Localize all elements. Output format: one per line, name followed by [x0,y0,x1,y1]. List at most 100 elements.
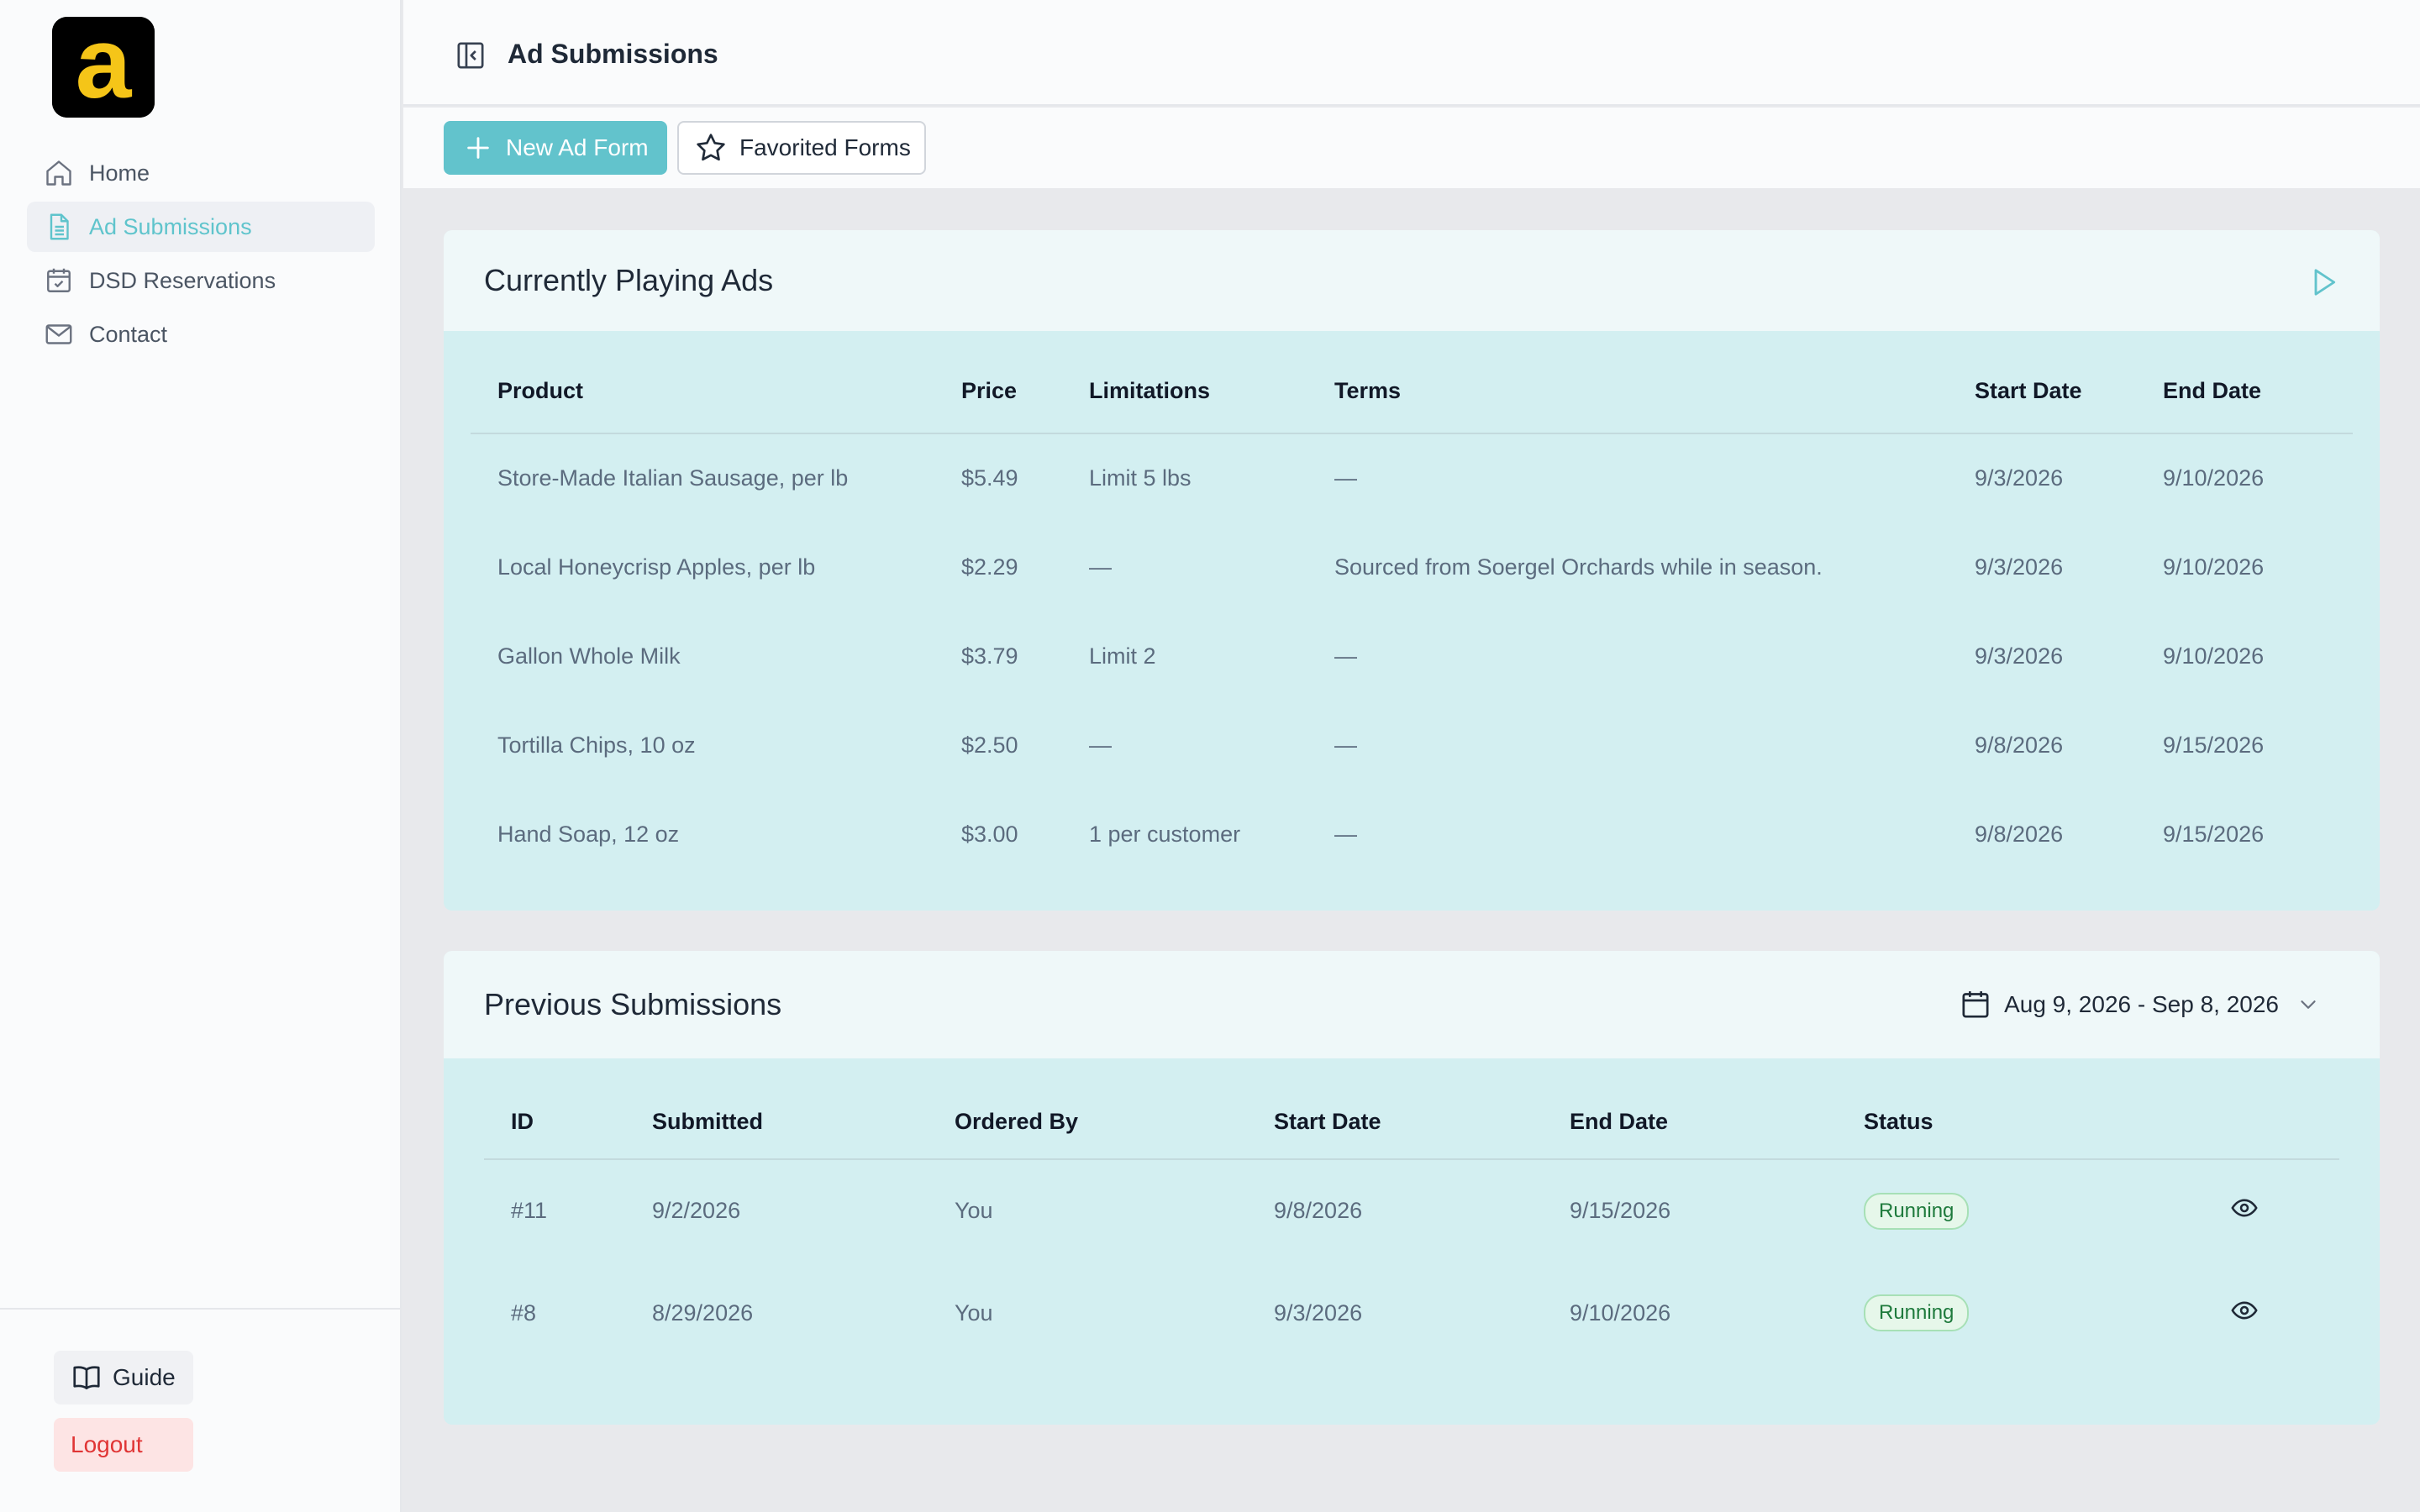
column-header-actions [2163,1085,2339,1160]
limitations-cell: Limit 5 lbs [1089,465,1192,491]
table-row[interactable]: #8 8/29/2026 You 9/3/2026 9/10/2026 Runn… [484,1262,2339,1364]
ordered-by-cell: You [955,1198,993,1223]
sidebar-item-ad-submissions[interactable]: Ad Submissions [27,202,375,252]
table-row[interactable]: #11 9/2/2026 You 9/8/2026 9/15/2026 Runn… [484,1159,2339,1262]
price-cell: $2.50 [961,732,1018,758]
previous-submissions-title: Previous Submissions [484,987,782,1021]
column-header-end-date[interactable]: End Date [1570,1085,1864,1160]
guide-label: Guide [113,1364,176,1390]
star-icon [694,131,728,165]
terms-cell: — [1334,465,1357,491]
date-range-picker[interactable]: Aug 9, 2026 - Sep 8, 2026 [1959,986,2321,1023]
currently-playing-title: Currently Playing Ads [484,263,774,297]
start-date-cell: 9/3/2026 [1975,554,2064,580]
product-cell: Local Honeycrisp Apples, per lb [497,554,816,580]
end-date-cell: 9/10/2026 [2163,643,2265,669]
logout-button[interactable]: Logout [54,1418,193,1472]
product-cell: Hand Soap, 12 oz [497,821,680,847]
end-date-cell: 9/15/2026 [1570,1198,1671,1223]
column-header-price[interactable]: Price [961,349,1089,434]
start-date-cell: 9/3/2026 [1975,465,2064,491]
column-header-terms[interactable]: Terms [1334,349,1975,434]
mail-icon [44,319,74,349]
status-badge: Running [1864,1192,1970,1230]
home-icon [44,158,74,188]
plus-icon [464,134,492,162]
status-badge: Running [1864,1294,1970,1331]
sidebar-item-contact[interactable]: Contact [27,309,375,360]
table-row[interactable]: Gallon Whole Milk $3.79 Limit 2 — 9/3/20… [471,612,2353,701]
start-date-cell: 9/3/2026 [1975,643,2064,669]
id-cell: #8 [511,1299,537,1326]
ordered-by-cell: You [955,1299,993,1326]
sidebar-nav: Home Ad Submissions DSD Reservations Con… [27,148,375,363]
calendar-check-icon [44,265,74,296]
sidebar-item-home[interactable]: Home [27,148,375,198]
brand-logo[interactable]: a [52,17,155,118]
limitations-cell: — [1089,732,1112,758]
sidebar-item-dsd-reservations[interactable]: DSD Reservations [27,255,375,306]
play-icon[interactable] [2307,265,2341,299]
sidebar-collapse-icon[interactable] [454,39,487,72]
limitations-cell: — [1089,554,1112,580]
start-date-cell: 9/8/2026 [1274,1198,1363,1223]
column-header-status[interactable]: Status [1864,1085,2163,1160]
column-header-submitted[interactable]: Submitted [652,1085,955,1160]
column-header-limitations[interactable]: Limitations [1089,349,1334,434]
table-row[interactable]: Local Honeycrisp Apples, per lb $2.29 — … [471,522,2353,612]
actions-cell [2163,1159,2339,1262]
column-header-product[interactable]: Product [471,349,961,434]
new-ad-form-button[interactable]: New Ad Form [444,121,667,175]
limitations-cell: 1 per customer [1089,821,1241,847]
favorited-forms-button[interactable]: Favorited Forms [677,121,926,175]
column-header-ordered-by[interactable]: Ordered By [955,1085,1274,1160]
end-date-cell: 9/10/2026 [2163,554,2265,580]
product-cell: Gallon Whole Milk [497,643,681,669]
start-date-cell: 9/8/2026 [1975,732,2064,758]
previous-submissions-table: ID Submitted Ordered By Start Date End D… [484,1085,2339,1364]
start-date-cell: 9/8/2026 [1975,821,2064,847]
table-row[interactable]: Tortilla Chips, 10 oz $2.50 — — 9/8/2026… [471,701,2353,790]
view-eye-icon[interactable] [2230,1296,2259,1325]
currently-playing-header: Currently Playing Ads [444,230,2380,331]
logout-label: Logout [71,1431,143,1457]
new-ad-form-label: New Ad Form [506,134,649,160]
date-range-label: Aug 9, 2026 - Sep 8, 2026 [2004,991,2279,1017]
table-row[interactable]: Hand Soap, 12 oz $3.00 1 per customer — … [471,790,2353,879]
product-cell: Tortilla Chips, 10 oz [497,732,696,758]
column-header-start-date[interactable]: Start Date [1975,349,2163,434]
limitations-cell: Limit 2 [1089,643,1156,669]
submitted-cell: 8/29/2026 [652,1299,754,1326]
column-header-end-date[interactable]: End Date [2163,349,2353,434]
table-row[interactable]: Store-Made Italian Sausage, per lb $5.49… [471,433,2353,522]
logo-letter: a [76,17,133,118]
toolbar: New Ad Form Favorited Forms [403,108,2420,188]
table-header-row: Product Price Limitations Terms Start Da… [471,349,2353,434]
logo-graphic: a [52,17,155,118]
price-cell: $3.00 [961,821,1018,847]
start-date-cell: 9/3/2026 [1274,1299,1363,1326]
currently-playing-table: Product Price Limitations Terms Start Da… [471,349,2353,879]
previous-submissions-header: Previous Submissions Aug 9, 2026 - Sep 8… [444,951,2380,1058]
terms-cell: — [1334,643,1357,669]
submitted-cell: 9/2/2026 [652,1198,741,1223]
chevron-down-icon [2296,992,2321,1017]
end-date-cell: 9/10/2026 [1570,1299,1671,1326]
view-eye-icon[interactable] [2230,1194,2259,1222]
price-cell: $3.79 [961,643,1018,669]
actions-cell [2163,1262,2339,1364]
end-date-cell: 9/15/2026 [2163,732,2265,758]
favorited-forms-label: Favorited Forms [739,134,911,160]
terms-cell: — [1334,732,1357,758]
document-icon [44,212,74,242]
page-header: Ad Submissions [403,0,2420,106]
guide-button[interactable]: Guide [54,1351,193,1404]
column-header-start-date[interactable]: Start Date [1274,1085,1570,1160]
currently-playing-card: Currently Playing Ads Product Price Limi… [444,230,2380,911]
calendar-icon [1959,988,1992,1021]
sidebar-item-label: Ad Submissions [89,213,252,239]
book-icon [71,1362,103,1394]
column-header-id[interactable]: ID [484,1085,652,1160]
sidebar: a Home Ad Submissions DSD Reservations [0,0,402,1512]
product-cell: Store-Made Italian Sausage, per lb [497,465,849,491]
